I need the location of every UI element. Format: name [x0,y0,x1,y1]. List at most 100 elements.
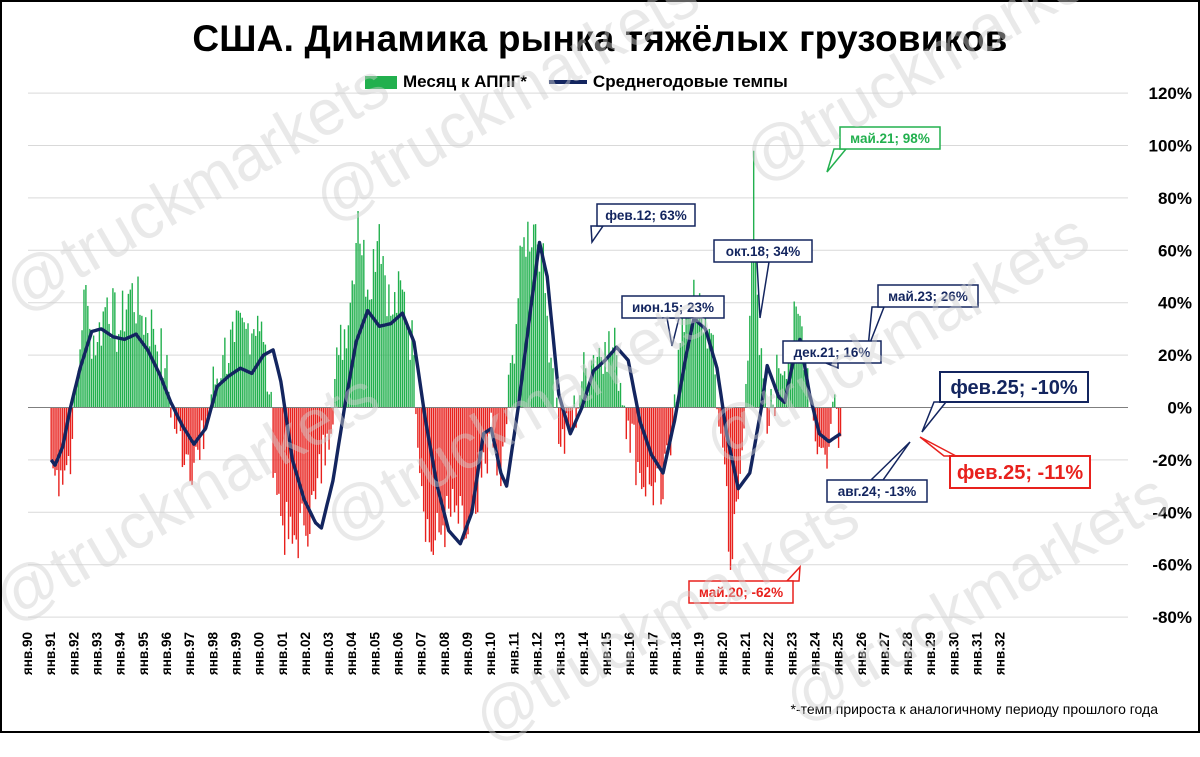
bar [627,407,629,421]
bar [123,331,126,408]
x-tick-label: янв.99 [228,632,243,675]
bar [170,407,172,418]
x-tick-label: янв.93 [89,632,104,676]
bar [492,407,494,448]
bar [710,333,712,408]
bar [228,362,230,408]
bar [245,328,247,408]
bar [835,407,838,409]
bar [166,354,168,408]
x-tick-label: янв.90 [20,632,35,675]
bar [828,407,830,447]
bar [258,331,261,408]
bar [698,293,701,408]
x-tick-label: янв.29 [923,632,938,675]
bar [475,407,477,514]
bar [173,407,176,429]
legend-item-bars: Месяц к АППГ* [365,72,527,92]
bar [766,407,768,434]
bar [133,312,135,408]
bar [517,298,519,408]
bar [330,407,332,434]
bar [625,407,627,440]
bar [156,351,159,408]
annotation-label: май.20; -62% [699,585,783,600]
x-tick-label: янв.04 [344,632,359,676]
bar [241,317,243,408]
bar [455,407,458,506]
bar [679,342,682,408]
bar [660,407,662,505]
bar [366,289,369,408]
bar [602,373,604,408]
bar [758,355,761,408]
bar [359,243,361,408]
bar [527,221,529,408]
bar [534,224,537,408]
bar [619,382,622,408]
bar [339,324,342,408]
bar [604,342,606,408]
bar [438,407,440,533]
bar [700,301,703,408]
bar [449,407,452,517]
bar [187,407,189,455]
bar [509,362,512,408]
bar [635,407,637,486]
bar [571,407,573,432]
bar [322,407,324,435]
bar [756,294,759,408]
x-tick-label: янв.19 [692,632,707,675]
bar [106,297,108,408]
bar [301,407,303,504]
bar [204,407,207,432]
bar [201,407,203,421]
bar [751,259,753,408]
bar [633,407,635,425]
bar [448,407,450,509]
bar [689,315,691,408]
bar [243,322,245,408]
bar [405,326,407,408]
bar [668,407,670,453]
bar [704,316,707,408]
y-tick-label: -20% [1152,451,1192,470]
x-tick-label: янв.25 [831,632,846,676]
bar [507,374,510,408]
bar [440,407,442,535]
x-tick-label: янв.09 [460,632,475,675]
bar [588,385,591,408]
bar [67,407,70,457]
bar [94,355,97,408]
bar [594,368,597,408]
x-tick-label: янв.97 [182,632,197,675]
bar [596,356,599,408]
x-tick-label: янв.32 [993,632,1008,675]
bar [662,407,664,500]
bar [378,224,380,408]
bar [778,368,780,408]
bar [316,407,319,479]
bar [749,315,751,408]
bar [783,371,786,408]
bar [544,293,546,408]
bar [733,407,736,515]
bar [478,407,481,469]
x-tick-label: янв.12 [530,632,545,675]
bar [75,387,77,408]
bar [531,247,533,408]
bar [558,407,560,444]
bar [666,407,668,446]
bar [548,362,550,408]
bar [212,366,214,408]
bar [303,407,305,526]
bar [561,407,564,430]
bar [158,374,160,408]
bar [486,407,489,474]
bar [374,271,377,408]
bar [693,279,695,408]
bar [210,394,213,408]
bar [110,337,112,408]
bar [556,397,558,408]
bar [90,358,93,408]
